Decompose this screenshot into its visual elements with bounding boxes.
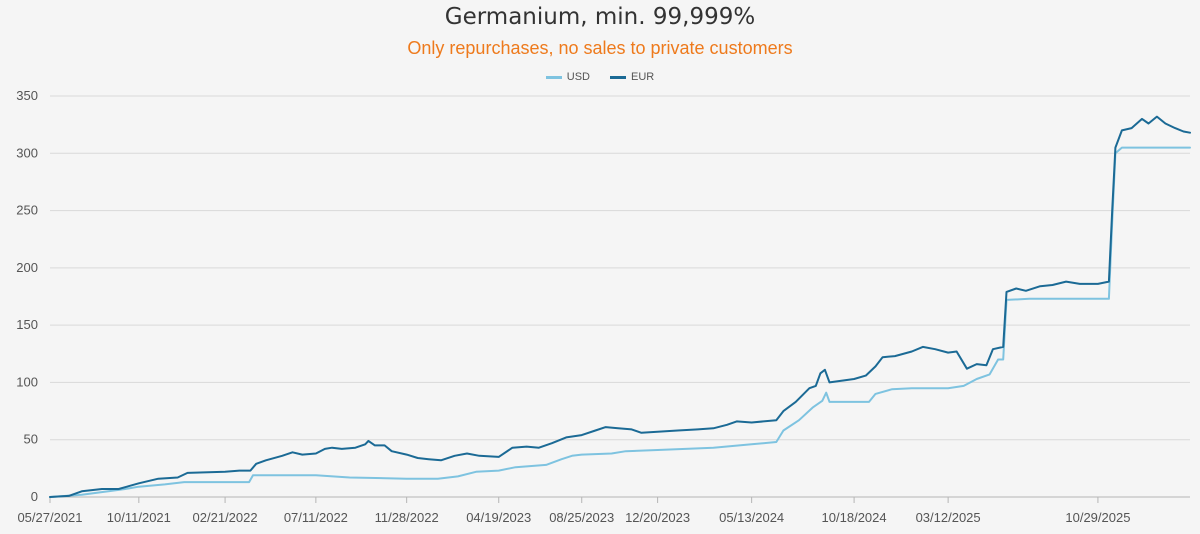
y-tick-label: 0 (31, 489, 38, 504)
x-tick-label: 05/13/2024 (719, 510, 784, 525)
y-tick-label: 150 (16, 317, 38, 332)
y-tick-label: 350 (16, 88, 38, 103)
series-line-eur (49, 115, 1191, 498)
x-tick-label: 11/28/2022 (375, 510, 439, 525)
legend-item-usd[interactable]: USD (545, 71, 590, 83)
y-tick-label: 200 (16, 260, 38, 275)
series-lines (49, 115, 1191, 498)
chart-title: Germanium, min. 99,999% (444, 4, 756, 30)
x-tick-label: 02/21/2022 (193, 510, 258, 525)
legend-swatch-eur (610, 75, 626, 79)
y-axis: 0 50 100 150 200 250 300 350 (16, 88, 38, 504)
legend-label-usd: USD (566, 71, 590, 83)
chart-subtitle: Only repurchases, no sales to private cu… (407, 38, 793, 58)
x-axis: 05/27/2021 10/11/2021 02/21/2022 07/11/2022… (17, 496, 1190, 525)
series-line-usd (49, 146, 1191, 498)
y-tick-label: 100 (16, 374, 38, 389)
legend: USD EUR (0, 71, 1200, 83)
x-tick-label: 10/18/2024 (822, 510, 887, 525)
x-tick-label: 05/27/2021 (17, 510, 82, 525)
x-tick-label: 07/11/2022 (284, 510, 348, 525)
x-tick-label: 12/20/2023 (625, 510, 690, 525)
x-tick-label: 10/29/2025 (1065, 510, 1130, 525)
x-tick-label: 08/25/2023 (549, 510, 614, 525)
grid (50, 95, 1190, 498)
y-tick-label: 300 (16, 145, 38, 160)
y-tick-label: 50 (24, 432, 38, 447)
legend-item-eur[interactable]: EUR (610, 71, 654, 83)
legend-swatch-usd (545, 75, 562, 79)
x-tick-label: 03/12/2025 (916, 510, 981, 525)
y-tick-label: 250 (16, 203, 38, 218)
x-tick-label: 04/19/2023 (466, 510, 531, 525)
legend-label-eur: EUR (631, 71, 655, 83)
x-tick-label: 10/11/2021 (107, 510, 171, 525)
